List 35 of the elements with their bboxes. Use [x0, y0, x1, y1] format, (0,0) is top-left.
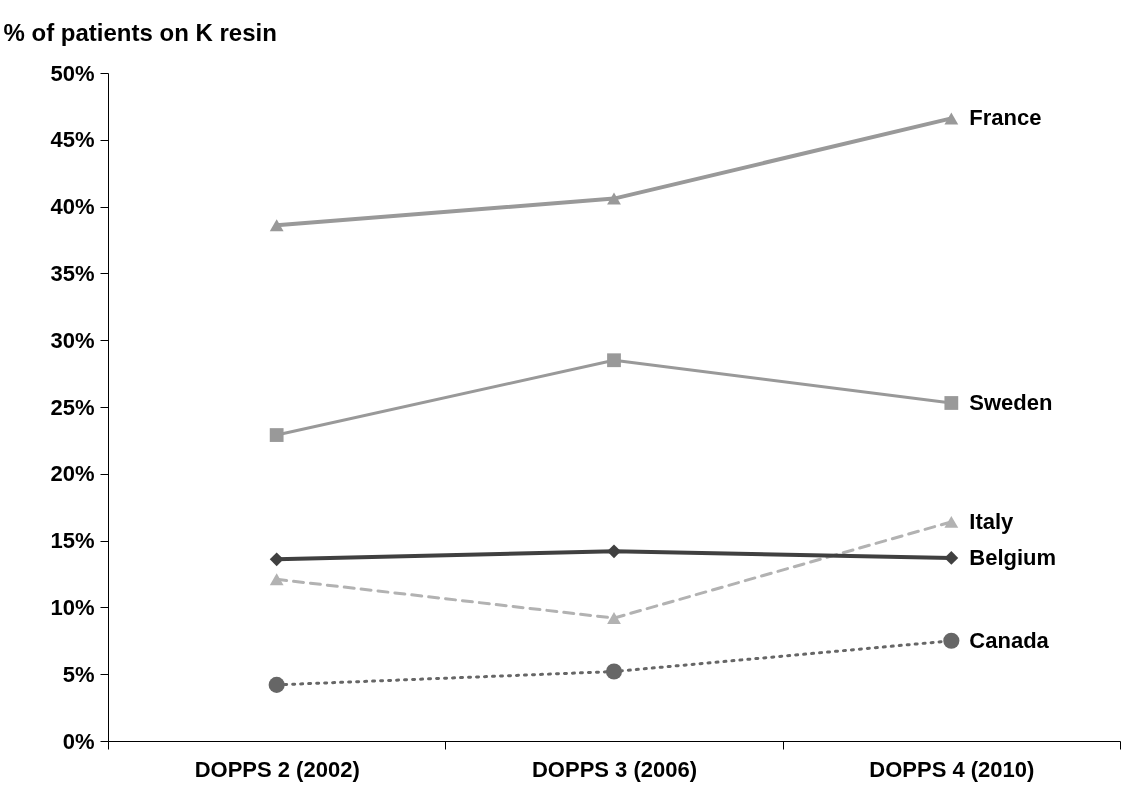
point [269, 552, 284, 567]
y-tick-label: 5% [62, 661, 95, 687]
y-tick-label: 25% [50, 394, 95, 420]
point [944, 396, 959, 410]
y-tick-label: 0% [62, 728, 95, 754]
series-label: France [969, 105, 1042, 131]
point [269, 219, 284, 232]
y-tick-label: 35% [50, 260, 95, 286]
point [269, 573, 284, 586]
y-tick-label: 20% [50, 461, 95, 487]
point [944, 551, 959, 565]
y-tick-label: 50% [50, 60, 95, 86]
point [607, 612, 621, 625]
y-axis-title: % of patients on K resin [3, 18, 277, 46]
point [605, 663, 623, 680]
point [268, 676, 285, 693]
point [607, 544, 621, 559]
y-tick-label: 45% [50, 127, 95, 153]
point [944, 515, 959, 528]
series-label: Canada [969, 627, 1050, 653]
series-label: Belgium [969, 544, 1057, 570]
point [607, 192, 621, 205]
x-tick-label: DOPPS 4 (2010) [869, 756, 1035, 782]
y-tick-label: 30% [50, 327, 95, 353]
y-tick-label: 40% [50, 194, 95, 220]
point [943, 632, 960, 649]
point [607, 353, 621, 368]
series-label: Sweden [969, 389, 1053, 415]
y-tick-label: 10% [50, 594, 95, 620]
x-tick-label: DOPPS 2 (2002) [194, 756, 360, 782]
series-label: Italy [969, 508, 1015, 534]
point [269, 428, 284, 442]
x-tick-label: DOPPS 3 (2006) [531, 756, 698, 782]
point [944, 112, 959, 125]
y-tick-label: 15% [50, 528, 95, 554]
